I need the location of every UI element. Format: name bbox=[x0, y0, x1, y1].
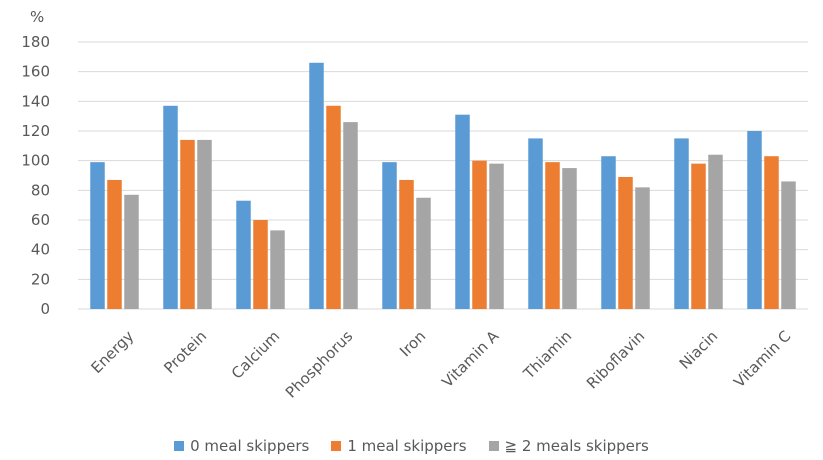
bar-phosphorus-series-1 bbox=[326, 105, 341, 310]
x-category-label: Iron bbox=[396, 327, 429, 360]
bar-thiamin-series-1 bbox=[545, 162, 560, 309]
bar-protein-series-2 bbox=[197, 139, 212, 309]
x-category-label: Protein bbox=[160, 327, 210, 377]
bar-protein-series-0 bbox=[163, 105, 178, 310]
x-category-label: Niacin bbox=[676, 327, 722, 373]
bar-riboflavin-series-1 bbox=[618, 176, 633, 309]
legend-item: ≧ 2 meals skippers bbox=[488, 437, 649, 455]
legend-item: 0 meal skippers bbox=[174, 437, 309, 455]
y-tick-label: 180 bbox=[21, 33, 50, 51]
y-axis-unit-label: % bbox=[30, 8, 44, 26]
legend-label: 1 meal skippers bbox=[347, 437, 467, 455]
bar-thiamin-series-0 bbox=[528, 138, 543, 309]
bar-iron-series-1 bbox=[399, 179, 414, 309]
bar-vitamin-a-series-2 bbox=[489, 163, 504, 309]
bar-energy-series-2 bbox=[124, 194, 139, 309]
legend-label: 0 meal skippers bbox=[190, 437, 310, 455]
y-tick-label: 80 bbox=[31, 181, 50, 199]
bar-thiamin-series-2 bbox=[562, 168, 577, 309]
bar-phosphorus-series-2 bbox=[343, 122, 358, 309]
legend-swatch bbox=[331, 441, 342, 451]
x-category-label: Energy bbox=[87, 327, 137, 377]
y-tick-label: 140 bbox=[21, 92, 50, 110]
bar-niacin-series-2 bbox=[708, 154, 723, 309]
y-tick-label: 0 bbox=[40, 300, 50, 318]
bar-vitamin-c-series-1 bbox=[764, 156, 779, 309]
bar-energy-series-0 bbox=[90, 162, 105, 309]
bar-vitamin-a-series-0 bbox=[455, 114, 470, 309]
bar-iron-series-2 bbox=[416, 197, 431, 309]
x-category-label: Vitamin A bbox=[438, 327, 503, 392]
bar-riboflavin-series-2 bbox=[635, 187, 650, 309]
x-category-label: Thiamin bbox=[519, 327, 575, 383]
bar-phosphorus-series-0 bbox=[309, 62, 324, 310]
bar-protein-series-1 bbox=[180, 139, 195, 309]
x-category-label: Riboflavin bbox=[583, 327, 648, 392]
bar-vitamin-c-series-2 bbox=[781, 181, 796, 309]
chart-legend: 0 meal skippers 1 meal skippers ≧ 2 meals … bbox=[0, 437, 823, 455]
y-tick-label: 20 bbox=[31, 270, 50, 288]
bar-vitamin-a-series-1 bbox=[472, 160, 487, 309]
legend-item: 1 meal skippers bbox=[331, 437, 467, 455]
y-tick-label: 100 bbox=[21, 152, 50, 170]
bar-energy-series-1 bbox=[107, 179, 122, 309]
bar-niacin-series-0 bbox=[674, 138, 689, 309]
bar-calcium-series-0 bbox=[236, 200, 251, 309]
bar-calcium-series-1 bbox=[253, 220, 268, 309]
legend-swatch bbox=[488, 441, 499, 451]
bar-vitamin-c-series-0 bbox=[747, 131, 762, 309]
x-category-label: Phosphorus bbox=[282, 327, 357, 402]
bar-riboflavin-series-0 bbox=[601, 156, 616, 309]
bar-calcium-series-2 bbox=[270, 230, 285, 309]
bar-niacin-series-1 bbox=[691, 163, 706, 309]
legend-swatch bbox=[174, 441, 185, 451]
y-tick-label: 60 bbox=[31, 211, 50, 229]
y-tick-label: 40 bbox=[31, 241, 50, 259]
y-tick-label: 120 bbox=[21, 122, 50, 140]
x-category-label: Calcium bbox=[228, 327, 283, 382]
y-tick-label: 160 bbox=[21, 63, 50, 81]
legend-label: ≧ 2 meals skippers bbox=[504, 437, 649, 455]
bar-iron-series-0 bbox=[382, 162, 397, 309]
x-category-label: Vitamin C bbox=[730, 327, 794, 391]
